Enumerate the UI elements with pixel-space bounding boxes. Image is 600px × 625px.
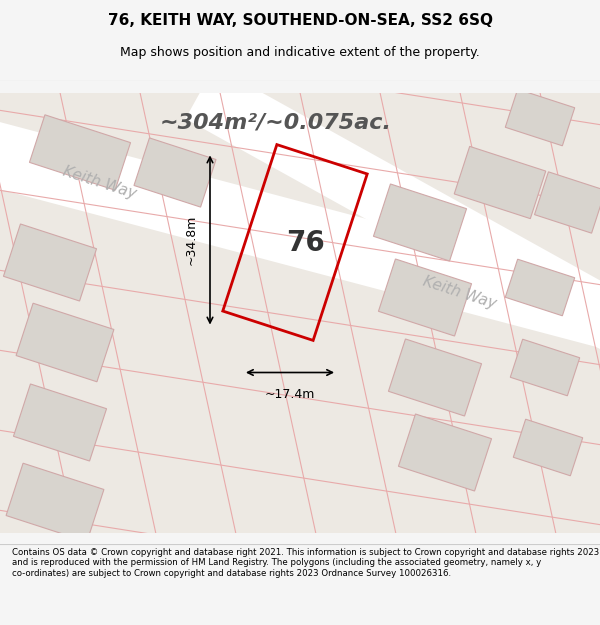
Polygon shape	[0, 111, 600, 359]
Polygon shape	[398, 414, 491, 491]
Polygon shape	[454, 146, 546, 219]
Text: ~304m²/~0.075ac.: ~304m²/~0.075ac.	[160, 112, 392, 132]
Text: Contains OS data © Crown copyright and database right 2021. This information is : Contains OS data © Crown copyright and d…	[12, 548, 599, 578]
Text: Map shows position and indicative extent of the property.: Map shows position and indicative extent…	[120, 46, 480, 59]
Polygon shape	[13, 384, 107, 461]
Text: ~17.4m: ~17.4m	[265, 388, 315, 401]
Polygon shape	[185, 66, 600, 369]
Text: Keith Way: Keith Way	[421, 274, 499, 311]
Polygon shape	[29, 115, 131, 190]
Polygon shape	[6, 463, 104, 542]
Polygon shape	[505, 89, 575, 146]
Polygon shape	[505, 259, 575, 316]
Polygon shape	[388, 339, 482, 416]
Polygon shape	[134, 138, 216, 207]
Text: 76, KEITH WAY, SOUTHEND-ON-SEA, SS2 6SQ: 76, KEITH WAY, SOUTHEND-ON-SEA, SS2 6SQ	[107, 12, 493, 28]
Text: ~34.8m: ~34.8m	[185, 215, 198, 265]
Polygon shape	[535, 172, 600, 233]
Polygon shape	[379, 259, 472, 336]
Polygon shape	[510, 339, 580, 396]
Polygon shape	[4, 224, 97, 301]
Polygon shape	[0, 92, 600, 532]
Polygon shape	[513, 419, 583, 476]
Text: Keith Way: Keith Way	[61, 164, 139, 201]
Polygon shape	[16, 303, 114, 382]
Text: 76: 76	[286, 229, 325, 256]
Polygon shape	[373, 184, 467, 261]
